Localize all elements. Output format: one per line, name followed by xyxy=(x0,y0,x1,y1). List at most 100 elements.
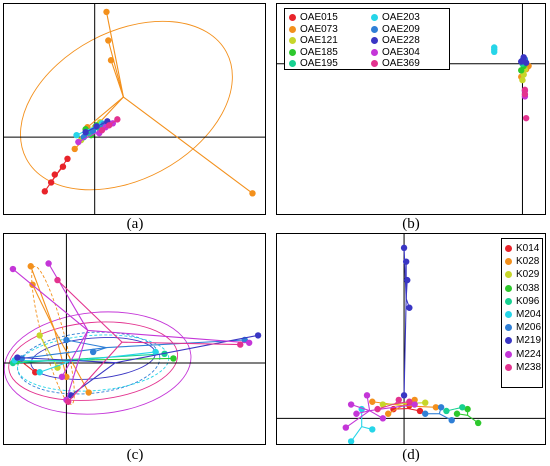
legend-marker xyxy=(371,14,378,22)
legend-label: OAE185 xyxy=(300,46,338,58)
data-point-d-1-2 xyxy=(432,404,440,411)
data-point-d-4-1 xyxy=(459,404,466,411)
data-point-d-6-0 xyxy=(437,404,445,411)
link-line-c-8-1 xyxy=(12,268,89,331)
legend-label: M204 xyxy=(516,308,542,320)
legend-label: OAE304 xyxy=(382,46,420,58)
legend-label: OAE015 xyxy=(300,12,338,23)
data-point-c-1-0 xyxy=(27,263,34,270)
link-line-c-9-0 xyxy=(57,279,123,343)
data-point-a-0-4 xyxy=(64,155,71,163)
legend-item: OAE121 xyxy=(289,35,338,47)
legend-item: OAE304 xyxy=(371,47,420,59)
legend-item: M204 xyxy=(505,308,541,321)
data-point-d-0-2 xyxy=(416,407,424,415)
data-point-d-1-1 xyxy=(411,396,418,404)
caption-d: (d) xyxy=(402,447,420,463)
legend-label: K029 xyxy=(516,269,540,281)
legend-label: M224 xyxy=(516,348,542,360)
legend-label: K014 xyxy=(516,243,540,254)
legend-marker xyxy=(505,311,512,319)
data-point-d-6-1 xyxy=(448,416,455,424)
link-line-c-1-3 xyxy=(32,284,56,331)
data-point-c-7-1 xyxy=(14,354,21,361)
link-line-c-6-1 xyxy=(66,339,107,349)
link-line-c-9-2 xyxy=(121,341,241,346)
data-point-b-9-1 xyxy=(521,91,529,98)
confidence-ellipse-c-0 xyxy=(4,311,192,415)
legend-item: M219 xyxy=(505,334,541,347)
data-point-d-7-4 xyxy=(400,392,408,399)
data-point-c-8-0 xyxy=(45,260,52,267)
data-point-c-1-2 xyxy=(63,373,70,381)
panel-d-svg xyxy=(277,234,545,444)
legend-marker xyxy=(289,14,296,22)
legend-marker xyxy=(371,60,378,68)
legend-item: OAE073 xyxy=(289,24,338,36)
link-line-c-7-0 xyxy=(115,334,259,364)
data-point-d-1-0 xyxy=(369,398,376,405)
data-point-c-9-0 xyxy=(54,276,61,284)
legend-marker xyxy=(505,245,512,253)
link-line-a-1-0 xyxy=(105,11,124,98)
legend-item: M238 xyxy=(505,361,541,374)
data-point-d-2-1 xyxy=(422,399,429,406)
data-point-d-7-3 xyxy=(406,304,413,311)
data-point-a-7-0 xyxy=(93,123,100,130)
data-point-c-2-0 xyxy=(36,332,43,339)
panel-c-plot xyxy=(3,233,266,445)
legend-item: M206 xyxy=(505,321,541,334)
panel-a-svg xyxy=(4,4,265,214)
data-point-d-9-1 xyxy=(406,398,413,405)
confidence-ellipse-c-4 xyxy=(31,265,75,405)
data-point-d-7-2 xyxy=(404,276,411,284)
data-point-a-8-2 xyxy=(75,138,82,146)
caption-b: (b) xyxy=(402,216,420,232)
link-line-c-8-4 xyxy=(61,330,89,378)
legend-label: OAE195 xyxy=(300,58,338,69)
data-point-d-7-0 xyxy=(400,244,408,252)
legend-marker xyxy=(505,337,512,345)
legend-marker xyxy=(505,271,512,279)
legend-label: OAE369 xyxy=(382,58,420,69)
legend-label: OAE121 xyxy=(300,35,338,46)
caption-a: (a) xyxy=(126,216,144,232)
legend-marker xyxy=(505,297,512,305)
data-point-d-9-0 xyxy=(395,396,402,404)
panel-a-plot xyxy=(3,3,266,215)
legend-marker xyxy=(289,60,296,68)
legend-item: OAE209 xyxy=(371,24,420,36)
legend-item: OAE015 xyxy=(289,12,338,24)
legend-label: OAE203 xyxy=(382,12,420,23)
legend-item: OAE195 xyxy=(289,58,338,70)
legend-item: OAE185 xyxy=(289,47,338,59)
panel-b-plot: OAE015 OAE073 OAE121 OAE185 OAE195 OAE203 OAE2… xyxy=(276,3,546,215)
link-line-a-1-5 xyxy=(87,96,124,128)
link-line-a-1-3 xyxy=(123,96,253,194)
data-point-d-1-3 xyxy=(384,410,392,417)
link-line-d-1-0 xyxy=(372,401,403,407)
confidence-ellipse-c-1 xyxy=(8,321,179,401)
data-point-d-8-3 xyxy=(379,415,387,422)
legend-label: K096 xyxy=(516,295,540,307)
panel-d-plot: K014 K028 K029 K038 K096 M204 M206 M219 M224 M238 xyxy=(276,233,546,445)
data-point-b-9-2 xyxy=(522,114,530,122)
legend-label: K038 xyxy=(516,282,540,294)
data-point-c-6-2 xyxy=(89,348,97,356)
data-point-b-2-0 xyxy=(519,76,526,84)
legend-label: M219 xyxy=(516,335,542,347)
data-point-a-9-0 xyxy=(114,116,121,123)
data-point-c-9-2 xyxy=(237,341,244,348)
legend-marker xyxy=(289,25,296,33)
panel-c-svg xyxy=(4,234,265,444)
data-point-c-3-0 xyxy=(170,355,177,362)
data-point-c-0-1 xyxy=(32,369,39,376)
link-line-c-9-1 xyxy=(67,341,123,403)
data-point-a-0-3 xyxy=(59,163,67,170)
data-point-a-1-3 xyxy=(249,190,256,197)
data-point-d-2-0 xyxy=(379,401,387,408)
legend-item: K028 xyxy=(505,255,541,268)
data-point-b-7-1 xyxy=(518,58,525,65)
data-point-d-3-0 xyxy=(453,410,461,417)
link-line-d-8-2 xyxy=(345,410,370,429)
